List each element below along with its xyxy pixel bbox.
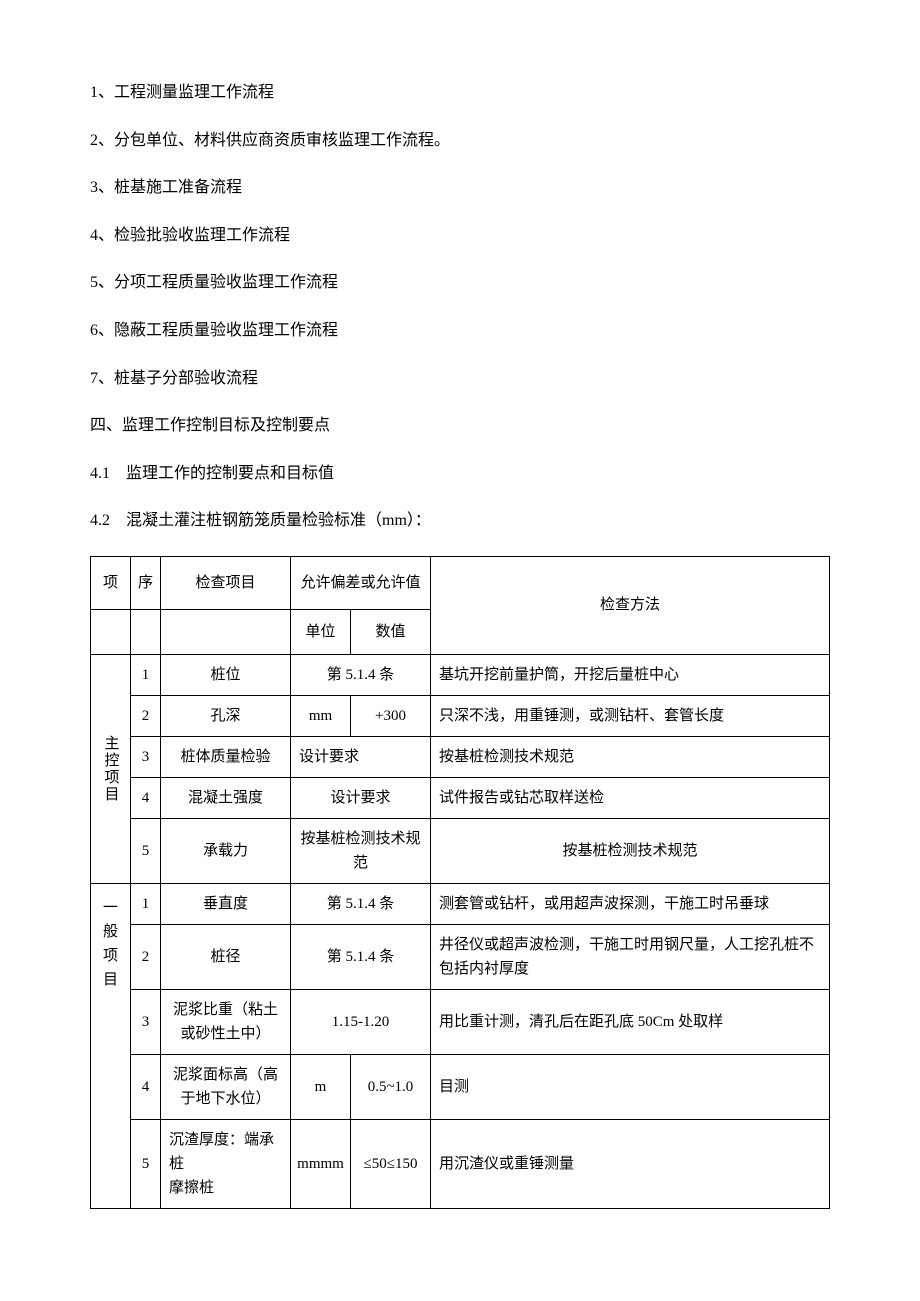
cell-deviation: 第 5.1.4 条 bbox=[291, 924, 431, 989]
cell-deviation: 第 5.1.4 条 bbox=[291, 654, 431, 695]
header-category: 项 bbox=[91, 556, 131, 609]
cell-deviation: 第 5.1.4 条 bbox=[291, 883, 431, 924]
cell-method: 按基桩检测技术规范 bbox=[431, 736, 830, 777]
group-label: 一般项目 bbox=[91, 883, 131, 1208]
cell-deviation: 1.15-1.20 bbox=[291, 989, 431, 1054]
cell-item: 泥浆比重（粘土或砂性土中） bbox=[161, 989, 291, 1054]
intro-line: 2、分包单位、材料供应商资质审核监理工作流程。 bbox=[90, 128, 830, 154]
cell-method: 试件报告或钻芯取样送检 bbox=[431, 777, 830, 818]
cell-value: 0.5~1.0 bbox=[351, 1054, 431, 1119]
table-row: 一般项目1垂直度第 5.1.4 条测套管或钻杆，或用超声波探测，干施工时吊垂球 bbox=[91, 883, 830, 924]
cell-item: 垂直度 bbox=[161, 883, 291, 924]
cell-unit: mm bbox=[291, 695, 351, 736]
cell-value: +300 bbox=[351, 695, 431, 736]
table-row: 3泥浆比重（粘土或砂性土中）1.15-1.20用比重计测，清孔后在距孔底 50C… bbox=[91, 989, 830, 1054]
table-row: 2孔深mm+300只深不浅，用重锤测，或测钻杆、套管长度 bbox=[91, 695, 830, 736]
header-blank-3 bbox=[161, 609, 291, 654]
intro-line: 5、分项工程质量验收监理工作流程 bbox=[90, 270, 830, 296]
inspection-standard-table: 项 序 检查项目 允许偏差或允许值 检查方法 单位 数值 主控项目1桩位第 5.… bbox=[90, 556, 830, 1209]
cell-item: 泥浆面标高（高于地下水位） bbox=[161, 1054, 291, 1119]
header-method: 检查方法 bbox=[431, 556, 830, 654]
header-value: 数值 bbox=[351, 609, 431, 654]
intro-line: 4.2 混凝土灌注桩钢筋笼质量检验标准（mm）： bbox=[90, 508, 830, 534]
cell-seq: 3 bbox=[131, 736, 161, 777]
table-row: 4混凝土强度设计要求试件报告或钻芯取样送检 bbox=[91, 777, 830, 818]
cell-value: ≤50≤150 bbox=[351, 1119, 431, 1208]
cell-seq: 1 bbox=[131, 883, 161, 924]
cell-method: 只深不浅，用重锤测，或测钻杆、套管长度 bbox=[431, 695, 830, 736]
table-header-row-1: 项 序 检查项目 允许偏差或允许值 检查方法 bbox=[91, 556, 830, 609]
table-row: 2桩径第 5.1.4 条井径仪或超声波检测，干施工时用钢尺量，人工挖孔桩不包括内… bbox=[91, 924, 830, 989]
cell-item: 桩位 bbox=[161, 654, 291, 695]
intro-line: 4、检验批验收监理工作流程 bbox=[90, 223, 830, 249]
intro-line: 1、工程测量监理工作流程 bbox=[90, 80, 830, 106]
group-label: 主控项目 bbox=[91, 654, 131, 883]
header-unit: 单位 bbox=[291, 609, 351, 654]
intro-line: 4.1 监理工作的控制要点和目标值 bbox=[90, 461, 830, 487]
cell-seq: 4 bbox=[131, 1054, 161, 1119]
cell-deviation: 设计要求 bbox=[291, 777, 431, 818]
cell-item: 沉渣厚度：端承桩 摩擦桩 bbox=[161, 1119, 291, 1208]
cell-method: 井径仪或超声波检测，干施工时用钢尺量，人工挖孔桩不包括内衬厚度 bbox=[431, 924, 830, 989]
cell-seq: 5 bbox=[131, 1119, 161, 1208]
intro-line: 7、桩基子分部验收流程 bbox=[90, 366, 830, 392]
intro-line: 6、隐蔽工程质量验收监理工作流程 bbox=[90, 318, 830, 344]
cell-item: 孔深 bbox=[161, 695, 291, 736]
cell-deviation: 按基桩检测技术规范 bbox=[291, 818, 431, 883]
cell-seq: 1 bbox=[131, 654, 161, 695]
cell-item: 承载力 bbox=[161, 818, 291, 883]
table-row: 3桩体质量检验设计要求按基桩检测技术规范 bbox=[91, 736, 830, 777]
cell-deviation: 设计要求 bbox=[291, 736, 431, 777]
cell-unit: m bbox=[291, 1054, 351, 1119]
cell-seq: 2 bbox=[131, 924, 161, 989]
cell-seq: 3 bbox=[131, 989, 161, 1054]
cell-item: 桩体质量检验 bbox=[161, 736, 291, 777]
cell-method: 目测 bbox=[431, 1054, 830, 1119]
cell-method: 基坑开挖前量护筒，开挖后量桩中心 bbox=[431, 654, 830, 695]
cell-unit: mmmm bbox=[291, 1119, 351, 1208]
cell-method: 测套管或钻杆，或用超声波探测，干施工时吊垂球 bbox=[431, 883, 830, 924]
intro-text-list: 1、工程测量监理工作流程 2、分包单位、材料供应商资质审核监理工作流程。 3、桩基施… bbox=[90, 80, 830, 534]
table-row: 5承载力按基桩检测技术规范按基桩检测技术规范 bbox=[91, 818, 830, 883]
table-row: 主控项目1桩位第 5.1.4 条基坑开挖前量护筒，开挖后量桩中心 bbox=[91, 654, 830, 695]
header-deviation: 允许偏差或允许值 bbox=[291, 556, 431, 609]
cell-item: 桩径 bbox=[161, 924, 291, 989]
header-blank-2 bbox=[131, 609, 161, 654]
cell-seq: 2 bbox=[131, 695, 161, 736]
cell-method: 用沉渣仪或重锤测量 bbox=[431, 1119, 830, 1208]
table-body: 主控项目1桩位第 5.1.4 条基坑开挖前量护筒，开挖后量桩中心2孔深mm+30… bbox=[91, 654, 830, 1208]
cell-seq: 4 bbox=[131, 777, 161, 818]
header-seq: 序 bbox=[131, 556, 161, 609]
cell-item: 混凝土强度 bbox=[161, 777, 291, 818]
header-blank-1 bbox=[91, 609, 131, 654]
header-item: 检查项目 bbox=[161, 556, 291, 609]
cell-method: 按基桩检测技术规范 bbox=[431, 818, 830, 883]
intro-line: 四、监理工作控制目标及控制要点 bbox=[90, 413, 830, 439]
cell-seq: 5 bbox=[131, 818, 161, 883]
cell-method: 用比重计测，清孔后在距孔底 50Cm 处取样 bbox=[431, 989, 830, 1054]
table-row: 4泥浆面标高（高于地下水位）m0.5~1.0目测 bbox=[91, 1054, 830, 1119]
table-row: 5沉渣厚度：端承桩 摩擦桩mmmm≤50≤150用沉渣仪或重锤测量 bbox=[91, 1119, 830, 1208]
intro-line: 3、桩基施工准备流程 bbox=[90, 175, 830, 201]
